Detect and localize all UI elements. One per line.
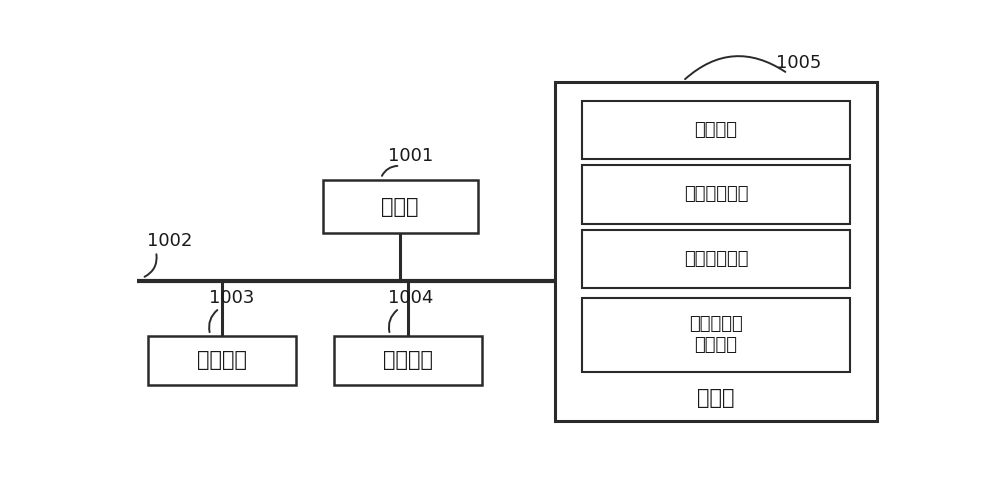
Bar [582, 229, 850, 288]
Text: 1002: 1002 [147, 232, 192, 250]
Bar [582, 165, 850, 224]
Bar [323, 180, 478, 233]
Text: 处理器: 处理器 [381, 197, 419, 217]
Bar [148, 336, 296, 385]
Text: 1003: 1003 [209, 289, 254, 307]
Bar [582, 101, 850, 159]
Text: 操作系统: 操作系统 [694, 121, 737, 139]
Text: 车内生命体
识别程序: 车内生命体 识别程序 [689, 315, 743, 354]
Text: 网络接口: 网络接口 [383, 350, 433, 370]
Text: 用户接口模块: 用户接口模块 [684, 250, 748, 268]
Text: 1004: 1004 [388, 289, 434, 307]
Text: 网络通信模块: 网络通信模块 [684, 185, 748, 204]
Text: 存储器: 存储器 [697, 388, 735, 408]
Text: 1001: 1001 [388, 147, 434, 165]
Bar [582, 298, 850, 371]
Bar [555, 82, 877, 421]
Text: 1005: 1005 [776, 54, 821, 72]
Bar [334, 336, 482, 385]
Text: 用户接口: 用户接口 [197, 350, 247, 370]
